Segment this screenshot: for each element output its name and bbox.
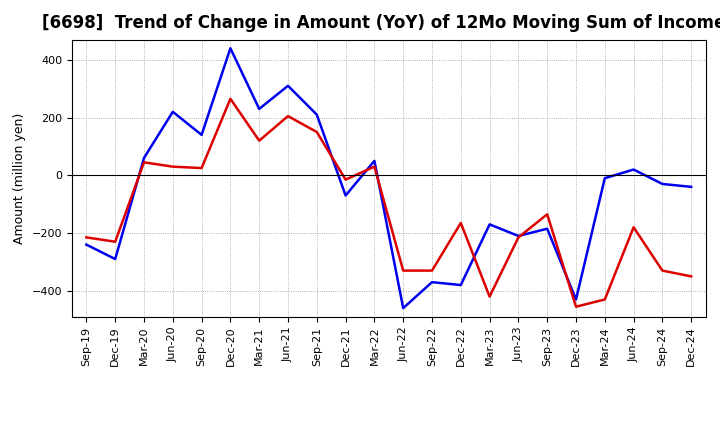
Ordinary Income — [284, 83, 292, 88]
Line: Net Income: Net Income — [86, 99, 691, 307]
Net Income — [197, 165, 206, 171]
Ordinary Income — [168, 109, 177, 114]
Net Income — [543, 212, 552, 217]
Ordinary Income — [399, 305, 408, 311]
Ordinary Income — [629, 167, 638, 172]
Net Income — [226, 96, 235, 102]
Ordinary Income — [428, 279, 436, 285]
Ordinary Income — [600, 176, 609, 181]
Net Income — [341, 177, 350, 182]
Ordinary Income — [140, 155, 148, 161]
Net Income — [312, 129, 321, 135]
Ordinary Income — [514, 233, 523, 238]
Ordinary Income — [226, 46, 235, 51]
Ordinary Income — [456, 282, 465, 288]
Ordinary Income — [197, 132, 206, 138]
Net Income — [284, 114, 292, 119]
Ordinary Income — [572, 297, 580, 302]
Net Income — [111, 239, 120, 244]
Ordinary Income — [687, 184, 696, 190]
Net Income — [140, 160, 148, 165]
Net Income — [399, 268, 408, 273]
Title: [6698]  Trend of Change in Amount (YoY) of 12Mo Moving Sum of Incomes: [6698] Trend of Change in Amount (YoY) o… — [42, 15, 720, 33]
Net Income — [658, 268, 667, 273]
Net Income — [485, 294, 494, 299]
Ordinary Income — [341, 193, 350, 198]
Net Income — [514, 235, 523, 240]
Net Income — [456, 220, 465, 226]
Net Income — [600, 297, 609, 302]
Net Income — [168, 164, 177, 169]
Net Income — [428, 268, 436, 273]
Net Income — [629, 225, 638, 230]
Ordinary Income — [543, 226, 552, 231]
Line: Ordinary Income: Ordinary Income — [86, 48, 691, 308]
Ordinary Income — [255, 106, 264, 111]
Net Income — [370, 164, 379, 169]
Net Income — [82, 235, 91, 240]
Ordinary Income — [312, 112, 321, 117]
Ordinary Income — [111, 257, 120, 262]
Ordinary Income — [658, 181, 667, 187]
Ordinary Income — [82, 242, 91, 247]
Net Income — [255, 138, 264, 143]
Ordinary Income — [370, 158, 379, 164]
Net Income — [687, 274, 696, 279]
Y-axis label: Amount (million yen): Amount (million yen) — [13, 113, 26, 244]
Ordinary Income — [485, 222, 494, 227]
Net Income — [572, 304, 580, 309]
